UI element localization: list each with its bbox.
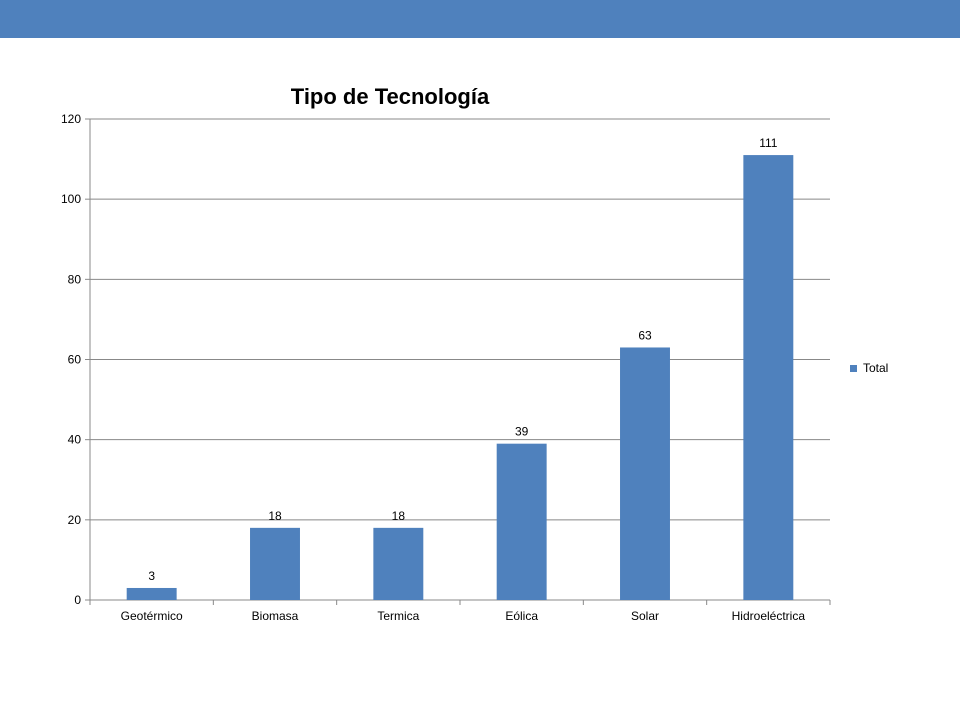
legend: Total [850,361,888,375]
y-tick-label: 20 [68,513,82,527]
bar [743,155,794,600]
bar [126,587,177,600]
top-bar [0,0,960,38]
legend-label: Total [863,361,889,375]
y-tick-label: 60 [68,353,82,367]
data-label: 3 [148,569,155,583]
y-tick-label: 80 [68,272,82,286]
data-label: 18 [268,509,282,523]
legend-swatch [850,364,857,372]
bar [373,527,424,600]
chart-title: Tipo de Tecnología [290,84,490,109]
y-tick-label: 0 [74,593,81,607]
x-tick-label: Eólica [505,609,538,623]
y-tick-label: 120 [61,112,81,126]
y-tick-label: 100 [61,192,81,206]
x-tick-label: Hidroeléctrica [732,609,806,623]
bar [620,347,670,600]
bar [250,527,300,600]
data-label: 18 [392,509,406,523]
gridlines [90,118,830,521]
bars [126,155,794,600]
labels: 0 20 40 60 80 100 120 3 Geotérmico 18 Biomasa 18 Ter… [61,112,805,623]
data-label: 111 [759,136,778,150]
data-label: 63 [638,328,652,342]
x-tick-label: Biomasa [252,609,299,623]
axes [85,118,831,605]
y-tick-label: 40 [68,433,82,447]
x-tick-label: Termica [377,609,419,623]
bar [496,443,547,600]
x-tick-label: Geotérmico [121,609,183,623]
x-tick-label: Solar [631,609,659,623]
data-label: 39 [515,425,529,439]
